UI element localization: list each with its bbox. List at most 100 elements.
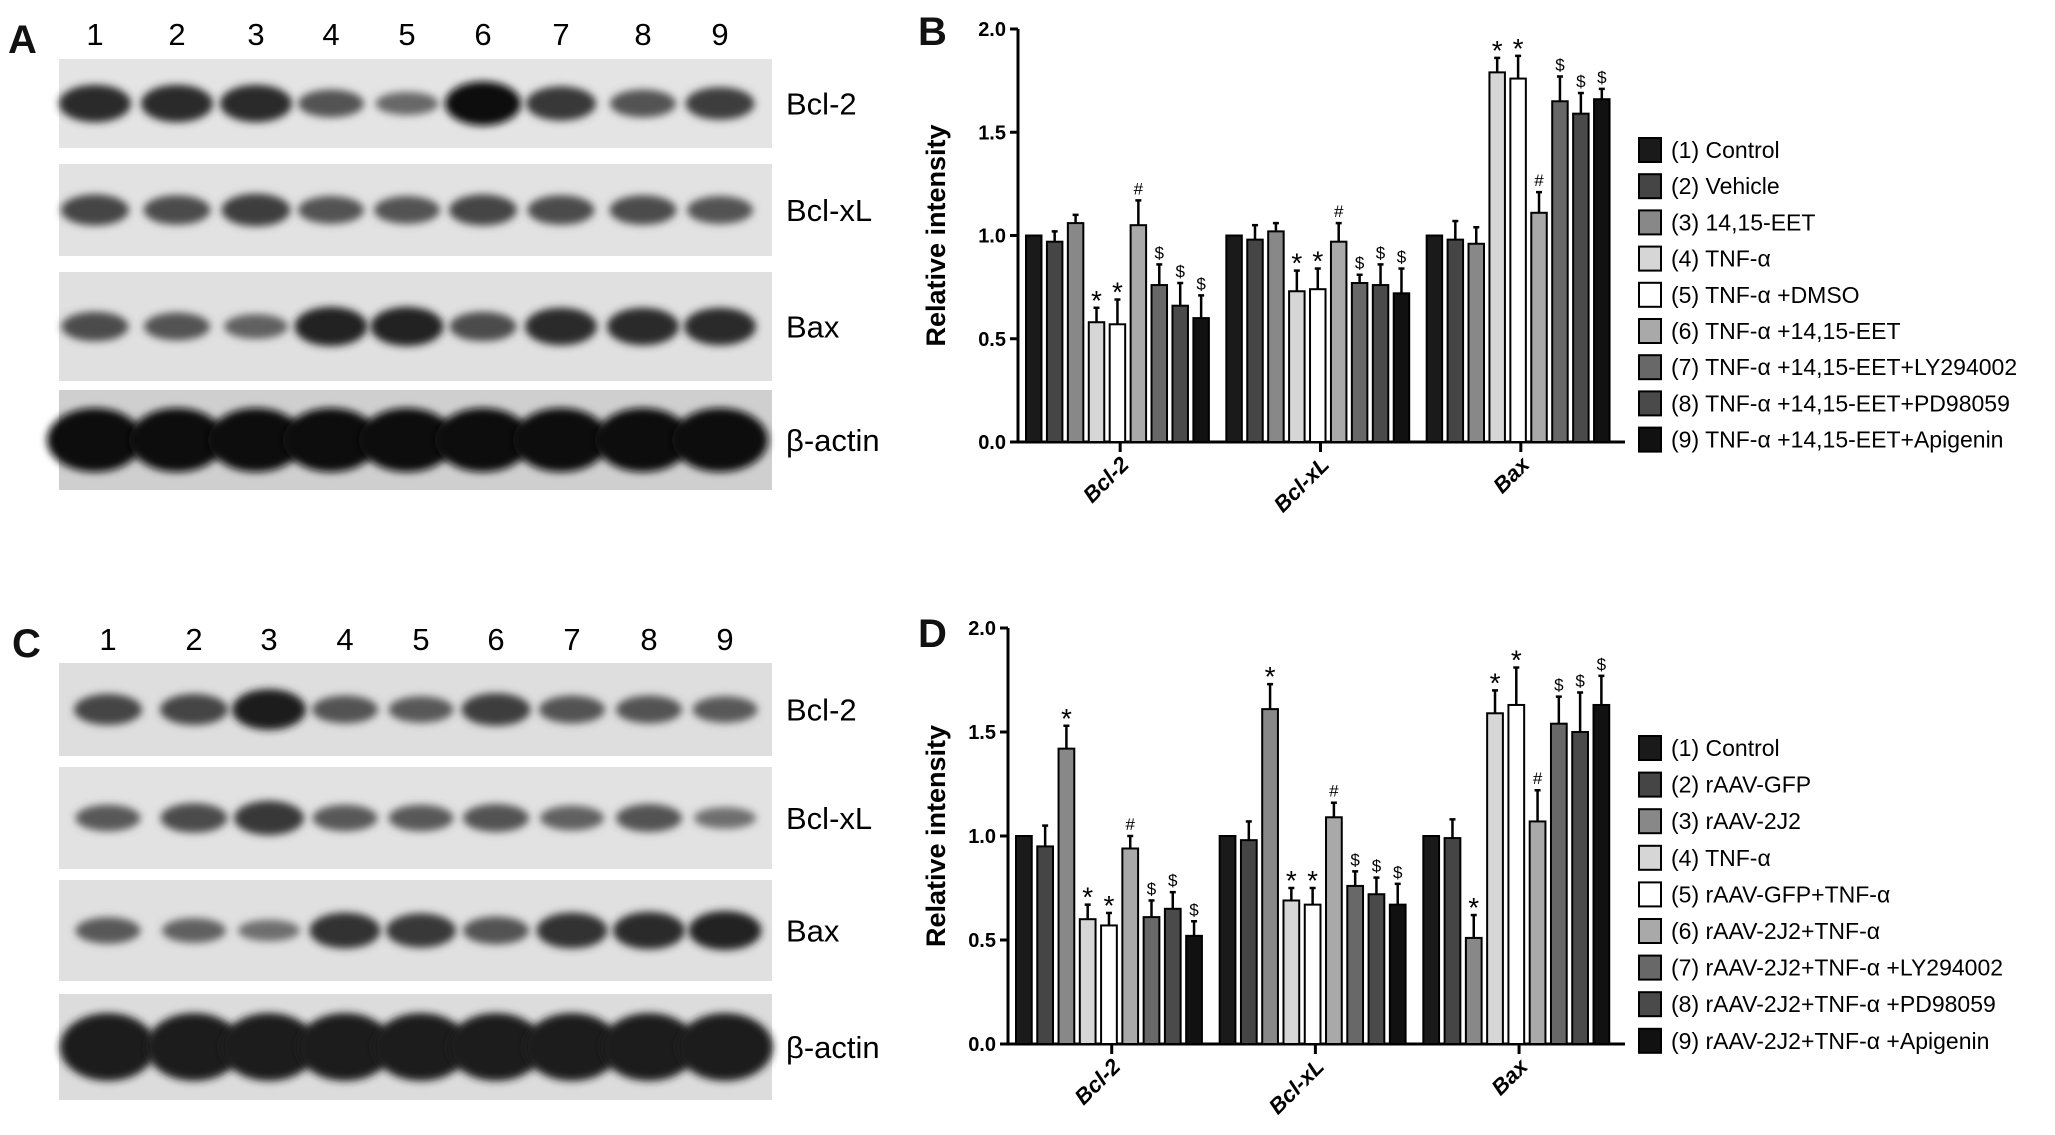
protein-band [445,81,521,126]
protein-band [610,89,676,118]
blot-strip-bax [59,880,772,981]
protein-band [463,804,529,832]
blot-panel-a: 1 2 3 4 5 6 7 8 9 Bcl-2 Bcl-xL Bax β-actin [47,17,880,490]
significance-mark: * [1492,35,1503,66]
panel-letter-c: C [12,622,41,666]
legend-item: (5) rAAV-GFP+TNF-α [1638,881,1890,908]
protein-band [694,807,756,829]
protein-band [386,913,456,948]
protein-band [540,805,604,831]
protein-band [373,1013,469,1081]
protein-band [141,84,213,123]
legend-label: (7) TNF-α +14,15-EET+LY294002 [1671,354,2017,380]
protein-band [449,311,517,342]
protein-label: Bax [786,914,840,949]
protein-band [294,306,368,347]
legend-swatch [1638,1027,1662,1054]
significance-mark: $ [1189,900,1199,919]
y-tick-label: 2.0 [978,19,1006,41]
lane-number: 8 [634,17,651,52]
significance-mark: # [1134,179,1144,198]
lane-number: 4 [322,17,339,52]
y-tick-label: 1.0 [978,226,1006,248]
legend-swatch [1638,918,1662,944]
legend-swatch [1638,844,1662,871]
legend-swatch [1638,137,1662,163]
bar [1388,903,1407,1046]
bar [1530,211,1548,443]
bar [1015,835,1033,1045]
protein-band [59,84,131,123]
lane-number: 6 [474,17,491,52]
protein-band [607,307,679,346]
significance-mark: $ [1147,879,1157,898]
y-tick-label: 0.5 [968,930,996,952]
significance-mark: # [1334,202,1344,221]
protein-band [435,408,531,472]
bar [1225,234,1243,443]
protein-band [312,804,378,832]
bar [1163,907,1182,1045]
protein-band [61,311,129,342]
protein-band [527,195,595,225]
lane-number: 6 [487,622,504,657]
protein-band [677,1013,773,1081]
protein-band [208,408,304,472]
bar [1261,708,1279,1045]
legend-item: (6) TNF-α +14,15-EET [1638,318,1901,344]
legend-swatch [1638,245,1662,272]
protein-band [309,912,381,949]
lane-number: 7 [563,622,580,657]
protein-band [60,1013,156,1081]
legend-label: (2) rAAV-GFP [1671,772,1811,798]
significance-mark: $ [1376,243,1386,262]
legend-item: (3) rAAV-2J2 [1638,808,1801,835]
lane-number: 4 [336,622,353,657]
bar [1150,284,1169,443]
significance-mark: * [1104,890,1115,921]
legend-swatch [1638,318,1662,344]
legend-swatch [1638,735,1662,761]
bar [1309,288,1327,443]
significance-mark: * [1312,246,1323,277]
lane-number: 5 [412,622,429,657]
legend-item: (1) Control [1638,137,1780,163]
legend-swatch [1638,991,1662,1018]
significance-mark: $ [1597,68,1607,87]
panel-letter-b: B [918,10,947,54]
bar [1171,304,1189,443]
bar [1129,224,1148,443]
legend-swatch [1638,881,1662,908]
blot-strip-actin [59,994,773,1100]
protein-band [370,306,444,347]
bar [1446,238,1465,443]
significance-mark: * [1112,277,1123,308]
significance-mark: * [1265,661,1276,692]
blot-strip-bclxl [59,767,772,869]
legend-label: (1) Control [1671,137,1780,163]
legend-label: (7) rAAV-2J2+TNF-α +LY294002 [1671,955,2003,981]
significance-mark: $ [1575,671,1585,690]
lane-number: 9 [711,17,728,52]
protein-band [613,911,685,950]
legend-label: (1) Control [1671,735,1780,761]
lane-number: 5 [398,17,415,52]
legend-swatch [1638,354,1662,381]
blot-strip-actin [47,390,772,490]
panel-letter-a: A [8,18,37,62]
bar [1422,835,1441,1045]
x-category-label: Bcl-xL [1269,452,1334,517]
bar-chart-b: 0.0 0.5 1.0 1.5 2.0 Relative intensity Bcl-2 * *… [921,19,2017,517]
legend-label: (4) TNF-α [1671,845,1771,871]
significance-mark: $ [1155,243,1165,262]
protein-band [692,696,758,723]
lane-number: 8 [640,622,657,657]
x-category-label: Bcl-2 [1070,1053,1126,1109]
legend-swatch [1638,808,1662,835]
legend-label: (4) TNF-α [1671,246,1771,272]
significance-mark: $ [1196,274,1206,293]
bar [1045,240,1064,443]
significance-mark: # [1534,171,1544,190]
significance-mark: * [1307,865,1318,896]
